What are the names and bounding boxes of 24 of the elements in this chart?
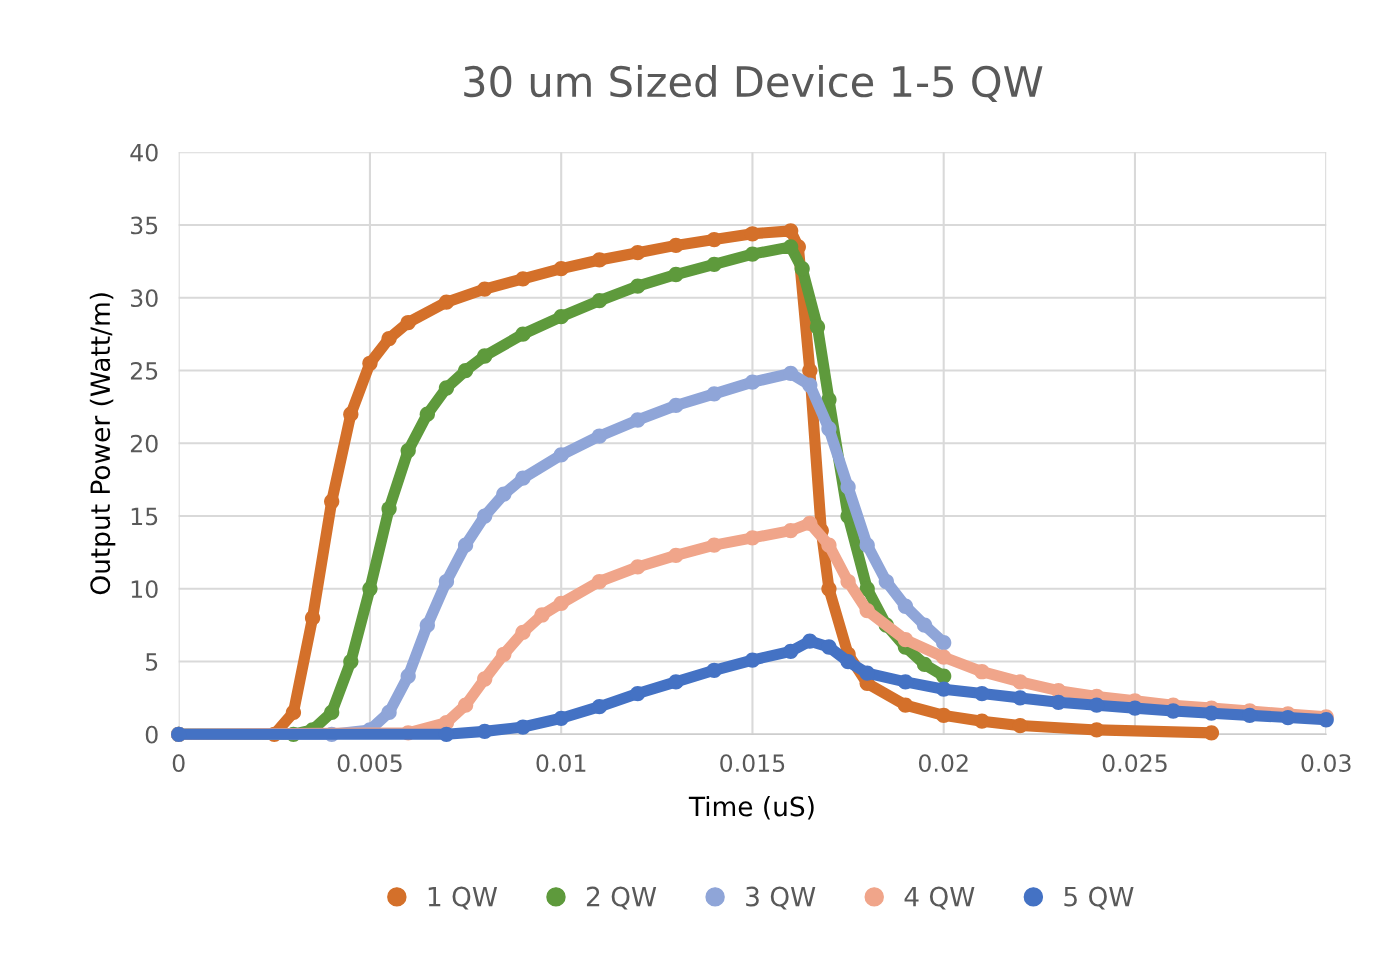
x-axis-title: Time (uS) — [688, 796, 814, 820]
legend-label: 3 QW — [746, 886, 816, 910]
x-tick-label: 0.025 — [1102, 754, 1167, 773]
y-tick-label: 35 — [131, 216, 158, 235]
x-tick-label: 0.015 — [720, 754, 785, 773]
y-tick-label: 20 — [130, 434, 158, 453]
y-tick-label: 5 — [146, 653, 158, 671]
legend-label: 4 QW — [904, 886, 975, 910]
y-tick-label: 40 — [130, 143, 158, 162]
x-tick-label: 0.01 — [536, 754, 586, 773]
legend-label: 5 QW — [1064, 886, 1134, 910]
x-tick-label: 0.03 — [1301, 754, 1351, 773]
y-tick-label: 10 — [131, 580, 158, 599]
x-tick-label: 0.005 — [337, 754, 402, 773]
y-axis-title: Output Power (Watt/m) — [89, 293, 116, 595]
x-tick-label: 0 — [172, 754, 185, 773]
y-tick-label: 30 — [131, 289, 158, 308]
chart-title: 30 um Sized Device 1-5 QW — [464, 65, 1043, 103]
y-tick-label: 15 — [131, 507, 158, 526]
x-tick-label: 0.02 — [918, 754, 968, 773]
y-tick-label: 25 — [130, 361, 158, 380]
legend-label: 2 QW — [586, 886, 657, 910]
legend-label: 1 QW — [428, 886, 498, 910]
y-tick-label: 0 — [145, 725, 158, 744]
